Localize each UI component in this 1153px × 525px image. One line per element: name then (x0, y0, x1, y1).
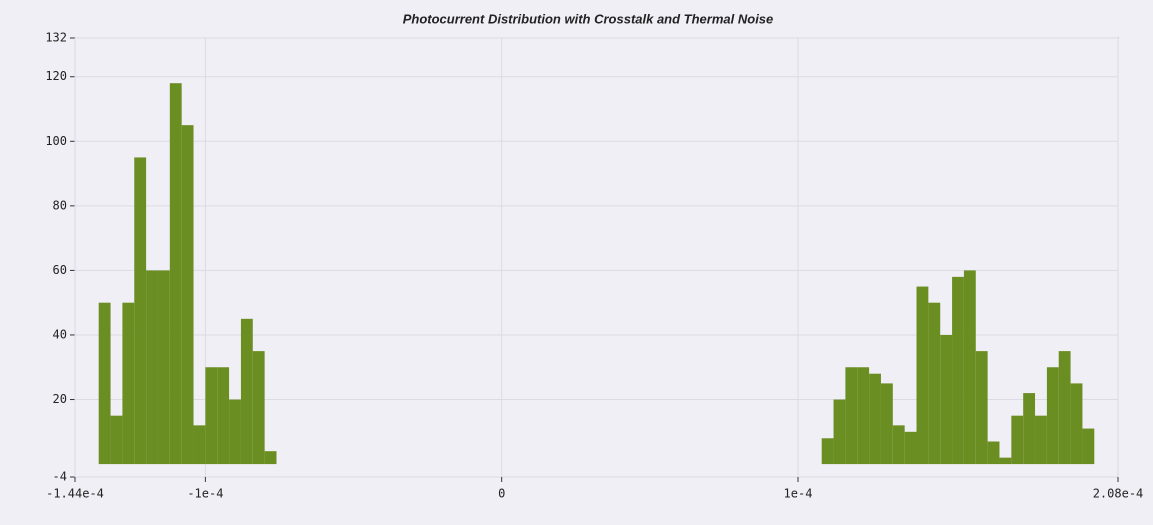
bar (845, 367, 858, 465)
bar (110, 415, 123, 465)
bar (916, 286, 929, 465)
y-tick-label: 20 (53, 392, 67, 406)
y-tick-label: 132 (45, 31, 67, 45)
bar (833, 399, 846, 465)
bar (193, 425, 206, 465)
bar (157, 270, 170, 465)
bar (880, 383, 893, 465)
bar (857, 367, 870, 465)
bar (892, 425, 905, 465)
bar (122, 302, 135, 465)
x-tick-label: 0 (498, 487, 505, 501)
chart-title: Photocurrent Distribution with Crosstalk… (403, 11, 774, 26)
bar (146, 270, 158, 465)
bar (1011, 415, 1024, 465)
bar (1023, 393, 1036, 465)
bar (963, 270, 976, 465)
bar (952, 276, 964, 465)
bar (169, 83, 182, 465)
bar (928, 302, 941, 465)
x-tick-label: 2.08e-4 (1093, 487, 1144, 501)
y-tick-label: 60 (53, 263, 67, 277)
bar (1082, 428, 1095, 465)
y-tick-label: 100 (45, 134, 67, 148)
bar (821, 438, 834, 465)
bar (1046, 367, 1059, 465)
bar (264, 451, 277, 465)
x-tick-label: -1e-4 (187, 487, 223, 501)
y-tick-label: 40 (53, 327, 67, 341)
bar (229, 399, 241, 465)
bar (205, 367, 218, 465)
y-tick-label: -4 (53, 470, 67, 484)
bar (1035, 415, 1047, 465)
bar (217, 367, 230, 465)
bar (975, 351, 988, 465)
y-tick-label: 80 (53, 198, 67, 212)
bar (1058, 351, 1071, 465)
bar (134, 157, 147, 465)
bar (181, 125, 194, 465)
bar (1070, 383, 1083, 465)
y-tick-label: 120 (45, 69, 67, 83)
bar (869, 373, 881, 465)
bar (940, 334, 953, 465)
bar (252, 351, 265, 465)
x-tick-label: -1.44e-4 (46, 487, 104, 501)
bar (904, 431, 917, 465)
bar (240, 318, 253, 465)
bar (987, 441, 1000, 465)
x-tick-label: 1e-4 (784, 487, 813, 501)
bar (98, 302, 111, 465)
bar (999, 457, 1012, 465)
